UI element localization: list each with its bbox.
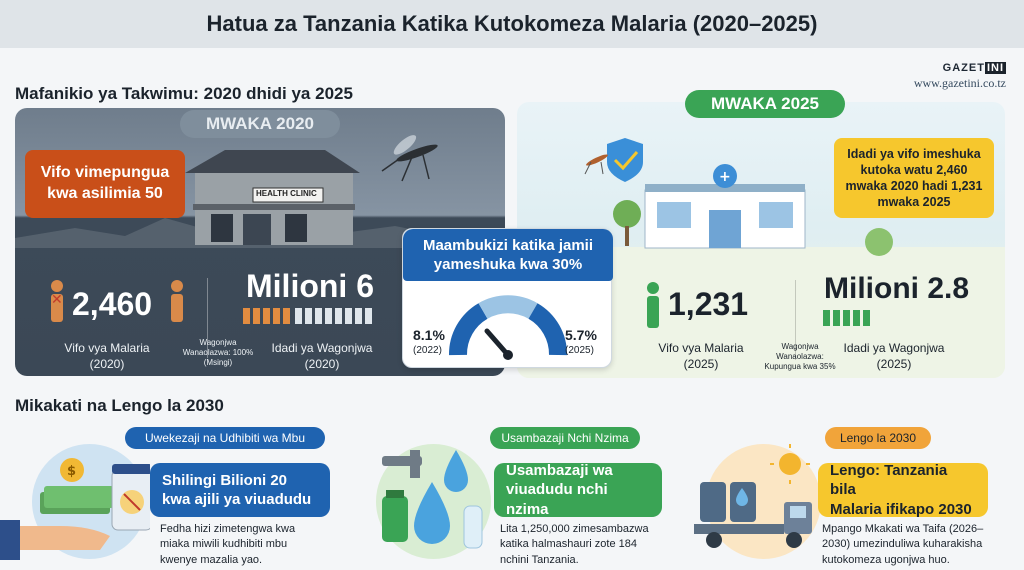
card1-desc-3: kwenye mazalia yao. [160, 553, 263, 566]
svg-text:+: + [719, 169, 731, 185]
callout-line1: Vifo vimepungua [40, 164, 170, 182]
callout-line2: kwa asilimia 50 [47, 185, 163, 202]
admitted-2020-note-2: Wanaolazwa: 100% [182, 348, 254, 357]
admitted-2025-note-3: Kupungua kwa 35% [764, 362, 836, 371]
water-tap-icon [382, 450, 483, 549]
transmission-gauge-card: Maambukizi katika jamii yameshuka kwa 30%… [402, 228, 613, 368]
brand-logo-left: GAZET [942, 62, 985, 74]
card2-banner-1: Usambazaji wa [506, 461, 613, 479]
title-bar: Hatua za Tanzania Katika Kutokomeza Mala… [0, 0, 1024, 48]
card1-desc-2: miaka miwili kudhibiti mbu [160, 538, 288, 551]
card1-tag: Uwekezaji na Udhibiti wa Mbu [125, 427, 325, 449]
year-2025-pill: MWAKA 2025 [685, 90, 845, 118]
admitted-2025-note-1: Wagonjwa [781, 342, 819, 351]
card3-banner-2: Malaria ifikapo 2030 [830, 500, 972, 518]
overview-heading: Mafanikio ya Takwimu: 2020 dhidi ya 2025 [15, 84, 353, 103]
strategies-heading: Mikakati na Lengo la 2030 [15, 396, 224, 415]
card2-desc-1: Lita 1,250,000 zimesambazwa [500, 523, 649, 535]
deaths-2025-year: (2025) [683, 357, 719, 372]
deaths-drop-callout: Idadi ya vifo imeshuka kutoka watu 2,460… [834, 138, 994, 218]
admitted-2020-note-1: Wagonjwa [199, 338, 237, 347]
card3-tag: Lengo la 2030 [825, 427, 931, 449]
panel-2020-divider [207, 278, 208, 358]
deaths-2025-value: 1,231 [668, 286, 749, 322]
gauge-heading-1: Maambukizi katika jamii [422, 236, 594, 254]
card1-banner-2: kwa ajili ya viuadudu [162, 491, 312, 508]
card2-banner: Usambazaji wa viuadudu nchi nzima [494, 461, 662, 518]
gauge-heading: Maambukizi katika jamii yameshuka kwa 30% [403, 229, 613, 281]
brand-logo-box: INI [984, 62, 1006, 74]
card3-desc-2: 2030) umezinduliwa kuharakisha [822, 538, 983, 551]
brand: GAZET INI www.gazetini.co.tz [914, 62, 1006, 91]
card3-banner-1: Lengo: Tanzania bila [830, 461, 948, 499]
patients-2025-value: Milioni 2.8 [824, 272, 970, 305]
card2-desc-2: katika halmashauri zote 184 [500, 538, 637, 551]
deaths-2025-label: Vifo vya Malaria (2025) [636, 340, 766, 372]
admitted-2020-note: Wagonjwa Wanaolazwa: 100% (Msingi) [182, 338, 254, 368]
deaths-2020-label: Vifo vya Malaria (2020) [42, 340, 172, 372]
brand-url[interactable]: www.gazetini.co.tz [913, 76, 1006, 90]
clinic-sign: HEALTH CLINIC [256, 189, 317, 198]
year-2020-pill: MWAKA 2020 [180, 110, 340, 138]
gauge-right-value: 5.7% [565, 327, 597, 343]
card3-banner: Lengo: Tanzania bila Malaria ifikapo 2030 [818, 461, 988, 518]
card3-desc-1: Mpango Mkakati wa Taifa (2026– [822, 523, 984, 535]
clinic-2020-illustration: ✕ [15, 135, 505, 324]
brand-logo: GAZET INI [914, 62, 1006, 74]
panel-2025-divider [795, 280, 796, 360]
card3-desc: Mpango Mkakati wa Taifa (2026– 2030) umez… [822, 522, 1017, 568]
card2-desc: Lita 1,250,000 zimesambazwa katika halmas… [500, 522, 680, 568]
truck-sun-icon [694, 444, 812, 548]
deaths-halved-callout: Vifo vimepungua kwa asilimia 50 [25, 150, 185, 218]
patients-2025-label-text: Idadi ya Wagonjwa [843, 341, 945, 355]
deaths-2020-year: (2020) [89, 357, 125, 372]
patients-2020-value: Milioni 6 [246, 268, 374, 304]
patients-2020-label: Idadi ya Wagonjwa (2020) [252, 340, 392, 372]
svg-text:$: $ [67, 464, 76, 479]
admitted-2025-note: Wagonjwa Wanaolazwa: Kupungua kwa 35% [760, 342, 840, 372]
card1-banner: Shilingi Bilioni 20 kwa ajili ya viuadudu [150, 463, 330, 517]
svg-text:✕: ✕ [51, 292, 63, 308]
card3-desc-3: kutokomeza ugonjwa huo. [822, 553, 950, 566]
money-hand-icon: $ [0, 458, 150, 560]
gauge-left-year: (2022) [413, 345, 442, 356]
deaths-2020-label-text: Vifo vya Malaria [64, 341, 150, 355]
gauge-dial-icon [449, 295, 567, 360]
deaths-2020-value: 2,460 [72, 286, 153, 322]
admitted-2020-note-3: (Msingi) [203, 358, 233, 367]
patients-2020-label-text: Idadi ya Wagonjwa [271, 341, 373, 355]
patients-2025-year: (2025) [876, 357, 912, 372]
card1-desc: Fedha hizi zimetengwa kwa miaka miwili ku… [160, 522, 340, 568]
card1-banner-1: Shilingi Bilioni 20 [162, 471, 288, 489]
gauge-heading-2: yameshuka kwa 30% [433, 256, 583, 273]
gauge-right-year: (2025) [565, 345, 594, 356]
card2-tag: Usambazaji Nchi Nzima [490, 427, 640, 449]
card2-banner-2: viuadudu nchi nzima [506, 481, 608, 518]
deaths-2025-label-text: Vifo vya Malaria [658, 341, 744, 355]
card2-desc-3: nchini Tanzania. [500, 553, 579, 566]
patients-2025-label: Idadi ya Wagonjwa (2025) [824, 340, 964, 372]
admitted-2025-note-2: Wanaolazwa: [776, 352, 824, 361]
gauge-left-value: 8.1% [413, 327, 445, 343]
card1-desc-1: Fedha hizi zimetengwa kwa [160, 523, 296, 535]
page-title: Hatua za Tanzania Katika Kutokomeza Mala… [206, 11, 818, 36]
patients-2020-year: (2020) [304, 357, 340, 372]
